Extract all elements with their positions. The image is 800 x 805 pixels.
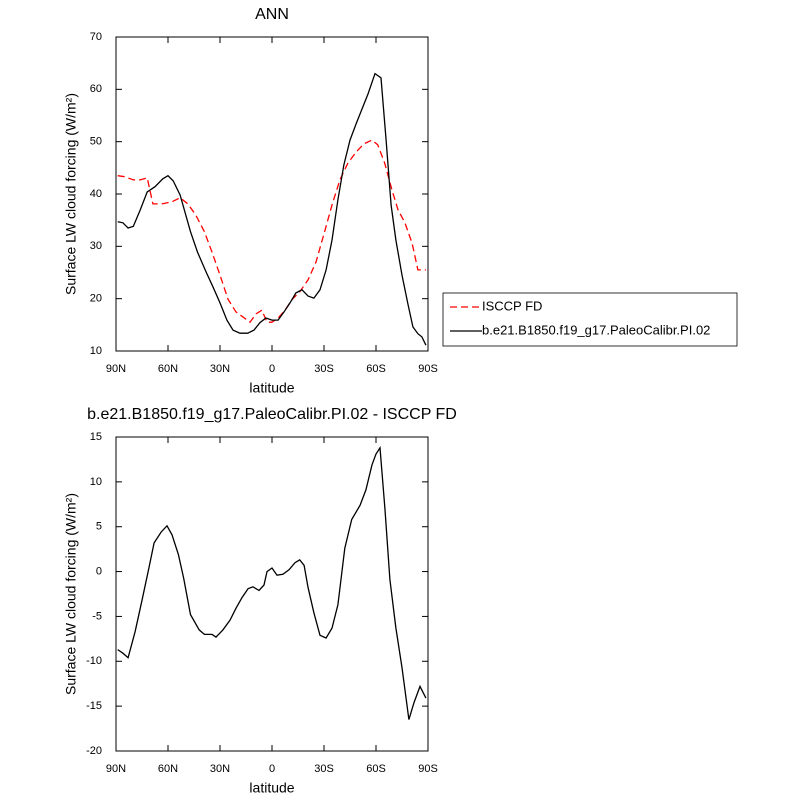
y-tick-label: -5 xyxy=(92,610,102,622)
y-tick-label: 40 xyxy=(90,188,102,200)
x-tick-label: 60S xyxy=(366,363,386,375)
y-tick-label: 10 xyxy=(90,476,102,488)
x-tick-label: 30S xyxy=(314,763,334,775)
y-tick-label: 15 xyxy=(90,431,102,443)
data-line xyxy=(117,445,427,720)
x-tick-label: 60S xyxy=(366,763,386,775)
x-tick-label: 30N xyxy=(210,363,230,375)
legend-box xyxy=(442,292,738,347)
chart-title: b.e21.B1850.f19_g17.PaleoCalibr.PI.02 - … xyxy=(87,406,457,423)
x-tick-label: 0 xyxy=(269,763,275,775)
x-tick-label: 90S xyxy=(418,363,438,375)
x-tick-label: 0 xyxy=(269,363,275,375)
chart-title: ANN xyxy=(255,6,289,23)
x-tick-label: 90S xyxy=(418,763,438,775)
y-tick-label: 60 xyxy=(90,83,102,95)
y-axis-label: Surface LW cloud forcing (W/m²) xyxy=(63,93,79,295)
x-tick-label: 90N xyxy=(106,363,126,375)
y-tick-label: 0 xyxy=(96,565,102,577)
y-tick-label: -15 xyxy=(86,700,102,712)
x-tick-label: 60N xyxy=(158,763,178,775)
y-axis-label: Surface LW cloud forcing (W/m²) xyxy=(63,493,79,695)
plot-frame xyxy=(115,436,429,752)
x-tick-label: 60N xyxy=(158,363,178,375)
y-tick-label: -10 xyxy=(86,655,102,667)
x-tick-label: 30N xyxy=(210,763,230,775)
y-tick-label: 70 xyxy=(90,31,102,43)
y-tick-label: 20 xyxy=(90,293,102,305)
y-tick-label: 50 xyxy=(90,136,102,148)
y-tick-label: 5 xyxy=(96,521,102,533)
x-axis-label: latitude xyxy=(249,780,294,796)
y-tick-label: -20 xyxy=(86,745,102,757)
x-axis-label: latitude xyxy=(249,380,294,396)
x-tick-label: 90N xyxy=(106,763,126,775)
legend-label: ISCCP FD xyxy=(482,298,542,313)
data-line xyxy=(117,72,427,346)
y-tick-label: 30 xyxy=(90,240,102,252)
y-tick-label: 10 xyxy=(90,345,102,357)
legend-label: b.e21.B1850.f19_g17.PaleoCalibr.PI.02 xyxy=(482,322,710,337)
data-line xyxy=(117,139,426,324)
x-tick-label: 30S xyxy=(314,363,334,375)
